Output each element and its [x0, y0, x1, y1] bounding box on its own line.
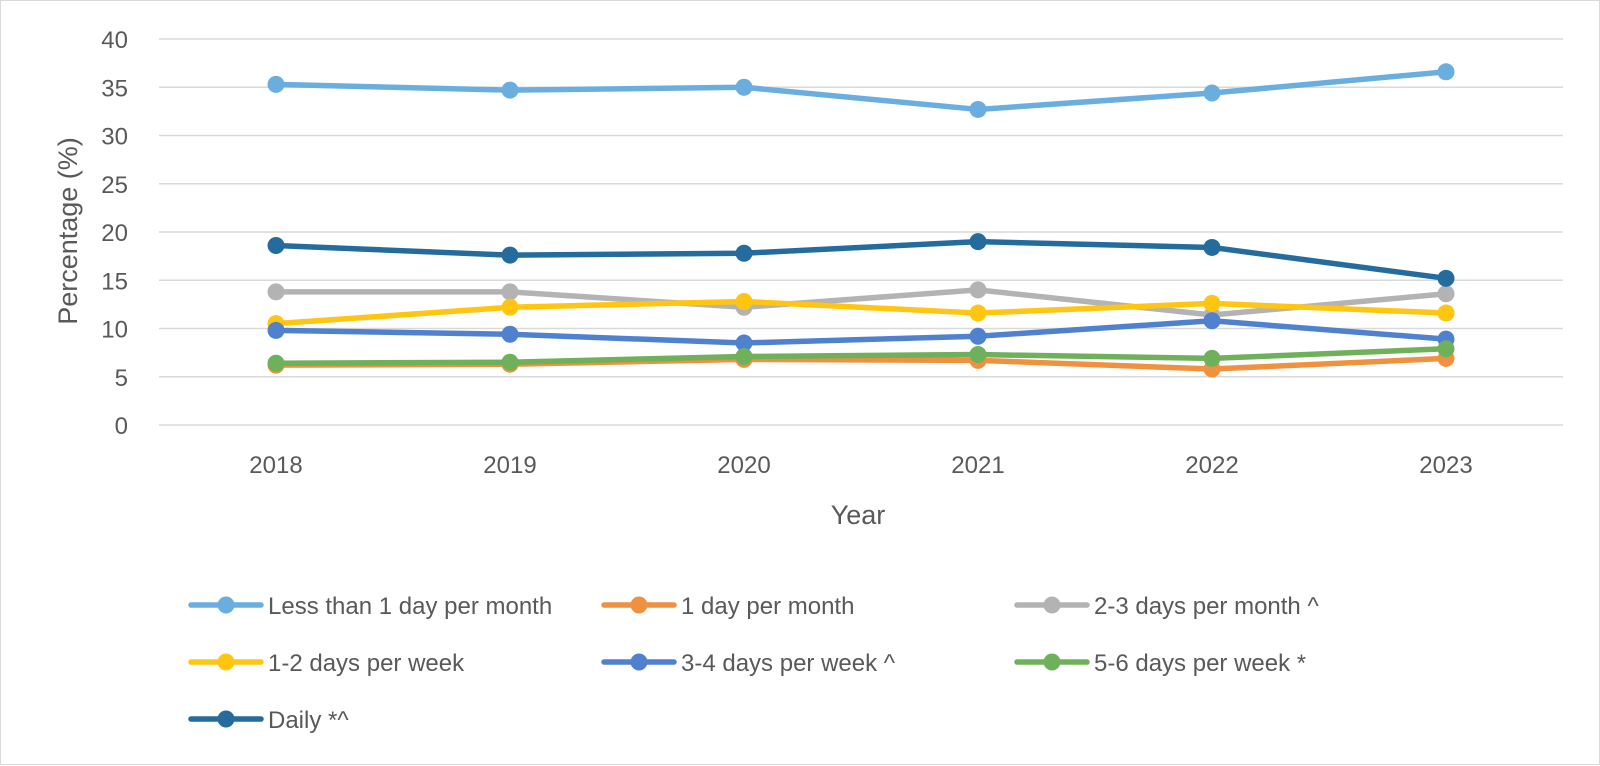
series-group — [267, 281, 1455, 324]
legend-item: 3-4 days per week ^ — [601, 650, 896, 677]
data-point — [501, 353, 519, 371]
data-point — [1437, 63, 1455, 81]
data-point — [501, 298, 519, 316]
legend-item: 5-6 days per week * — [1014, 650, 1306, 677]
data-point — [501, 246, 519, 264]
series-group — [267, 63, 1455, 118]
legend: Less than 1 day per month 1 day per month… — [188, 593, 1319, 734]
legend-item: 1 day per month — [601, 593, 854, 620]
data-point — [1437, 285, 1455, 303]
y-tick-label: 35 — [101, 75, 128, 102]
data-point — [1437, 269, 1455, 287]
x-tick-label: 2018 — [249, 452, 302, 479]
legend-swatch-marker — [1043, 596, 1061, 614]
legend-swatch-marker — [217, 653, 235, 671]
legend-swatch-marker — [217, 596, 235, 614]
y-tick-label: 10 — [101, 317, 128, 344]
data-point — [267, 75, 285, 93]
data-point — [267, 283, 285, 301]
series-line — [273, 346, 1449, 366]
series-group — [267, 233, 1455, 287]
data-point — [267, 321, 285, 339]
y-tick-label: 40 — [101, 27, 128, 54]
data-point — [969, 346, 987, 364]
data-point — [267, 237, 285, 255]
y-axis-ticks: 0 5 10 15 20 25 30 35 40 — [101, 27, 128, 440]
x-tick-label: 2019 — [483, 452, 536, 479]
x-axis-ticks: 2018 2019 2020 2021 2022 2023 — [249, 452, 1472, 479]
legend-label: 1-2 days per week — [268, 650, 465, 677]
legend-swatch-marker — [217, 710, 235, 728]
data-point — [1437, 340, 1455, 358]
legend-swatch-marker — [630, 653, 648, 671]
legend-swatch-marker — [630, 596, 648, 614]
series-line — [273, 298, 1449, 327]
x-tick-label: 2020 — [717, 452, 770, 479]
y-tick-label: 15 — [101, 268, 128, 295]
legend-item: 1-2 days per week — [188, 650, 465, 677]
data-point — [501, 325, 519, 343]
data-point — [969, 327, 987, 345]
series-group — [267, 292, 1455, 333]
data-point — [735, 244, 753, 262]
legend-label: Less than 1 day per month — [268, 593, 552, 620]
y-tick-label: 25 — [101, 172, 128, 199]
y-tick-label: 0 — [115, 413, 128, 440]
x-axis-label: Year — [831, 500, 886, 530]
data-point — [735, 292, 753, 310]
series-line — [273, 69, 1449, 113]
data-point — [1437, 304, 1455, 322]
data-point — [969, 100, 987, 118]
data-point — [501, 283, 519, 301]
series-group — [267, 312, 1455, 352]
legend-label: 5-6 days per week * — [1094, 650, 1306, 677]
series-lines — [267, 63, 1455, 378]
data-point — [969, 233, 987, 251]
y-tick-label: 5 — [115, 365, 128, 392]
legend-item: Less than 1 day per month — [188, 593, 552, 620]
data-point — [735, 78, 753, 96]
series-line — [273, 287, 1449, 318]
y-tick-label: 30 — [101, 124, 128, 151]
legend-swatch-marker — [1043, 653, 1061, 671]
series-group — [267, 340, 1455, 372]
y-tick-label: 20 — [101, 220, 128, 247]
x-tick-label: 2023 — [1419, 452, 1472, 479]
series-line — [273, 318, 1449, 346]
data-point — [267, 354, 285, 372]
series-line — [273, 238, 1449, 282]
data-point — [735, 347, 753, 365]
gridlines — [159, 38, 1563, 426]
data-point — [501, 81, 519, 99]
data-point — [1203, 294, 1221, 312]
legend-label: 2-3 days per month ^ — [1094, 593, 1319, 620]
data-point — [1203, 238, 1221, 256]
y-axis-label: Percentage (%) — [53, 137, 83, 325]
data-point — [735, 334, 753, 352]
x-tick-label: 2021 — [951, 452, 1004, 479]
legend-item: Daily *^ — [188, 707, 349, 734]
x-tick-label: 2022 — [1185, 452, 1238, 479]
legend-item: 2-3 days per month ^ — [1014, 593, 1319, 620]
legend-label: Daily *^ — [268, 707, 349, 734]
data-point — [969, 304, 987, 322]
data-point — [1203, 312, 1221, 330]
data-point — [969, 281, 987, 299]
data-point — [1203, 349, 1221, 367]
legend-label: 3-4 days per week ^ — [681, 650, 896, 677]
legend-label: 1 day per month — [681, 593, 854, 620]
data-point — [1203, 84, 1221, 102]
